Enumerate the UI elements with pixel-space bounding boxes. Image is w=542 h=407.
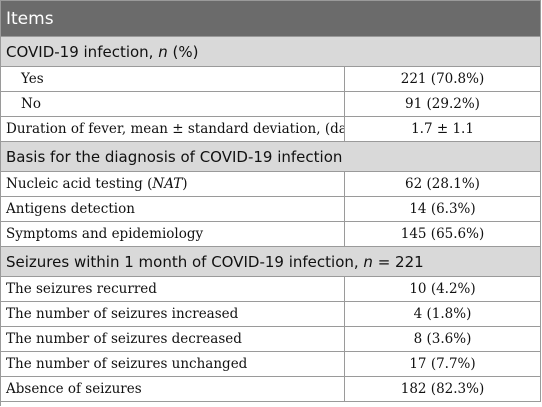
row-label: The number of seizures decreased — [1, 327, 345, 351]
table-row: Nucleic acid testing (NAT) 62 (28.1%) — [1, 172, 541, 197]
row-label: The number of seizures unchanged — [1, 352, 345, 376]
section-covid-infection: COVID-19 infection, n (%) — [1, 37, 541, 67]
row-value: 91 (29.2%) — [345, 92, 541, 116]
row-label: Absence of seizures — [1, 377, 345, 401]
row-label: Duration of fever, mean ± standard devia… — [1, 117, 345, 141]
row-value: 1.7 ± 1.1 — [345, 117, 541, 141]
row-value: 14 (6.3%) — [345, 197, 541, 221]
row-label: Symptoms and epidemiology — [1, 222, 345, 246]
table-row: The number of seizures decreased 8 (3.6%… — [1, 327, 541, 352]
row-value: 145 (65.6%) — [345, 222, 541, 246]
row-label: The number of seizures increased — [1, 302, 345, 326]
table-row: Yes 221 (70.8%) — [1, 67, 541, 92]
section-title-tail: (%) — [167, 43, 199, 61]
table-row: Duration of fever, mean ± standard devia… — [1, 117, 541, 142]
table-row: The number of seizures increased 4 (1.8%… — [1, 302, 541, 327]
table-row: Symptoms and epidemiology 145 (65.6%) — [1, 222, 541, 247]
row-value: 4 (1.8%) — [345, 302, 541, 326]
table-row: No 91 (29.2%) — [1, 92, 541, 117]
row-value: 182 (82.3%) — [345, 377, 541, 401]
section-seizures: Seizures within 1 month of COVID-19 infe… — [1, 247, 541, 277]
row-label: Yes — [1, 67, 345, 91]
section-title-italic: n — [363, 253, 373, 271]
section-title: Seizures within 1 month of COVID-19 infe… — [6, 253, 364, 271]
section-diagnosis-basis: Basis for the diagnosis of COVID-19 infe… — [1, 142, 541, 172]
row-label: Antigens detection — [1, 197, 345, 221]
row-label: The seizures recurred — [1, 277, 345, 301]
row-value: 221 (70.8%) — [345, 67, 541, 91]
table-row: The seizures recurred 10 (4.2%) — [1, 277, 541, 302]
section-title: Basis for the diagnosis of COVID-19 infe… — [6, 148, 343, 166]
table-header: Items — [1, 1, 541, 37]
table-row: The number of seizures unchanged 17 (7.7… — [1, 352, 541, 377]
row-label: Nucleic acid testing (NAT) — [1, 172, 345, 196]
row-value: 17 (7.7%) — [345, 352, 541, 376]
row-value: 62 (28.1%) — [345, 172, 541, 196]
section-title-italic: n — [158, 43, 168, 61]
row-label-italic: NAT — [152, 176, 183, 192]
row-label-main: Nucleic acid testing ( — [6, 176, 153, 192]
row-label-tail: ) — [182, 176, 188, 192]
table-row: Absence of seizures 182 (82.3%) — [1, 377, 541, 402]
header-title: Items — [6, 9, 54, 29]
row-value: 10 (4.2%) — [345, 277, 541, 301]
table-row: Antigens detection 14 (6.3%) — [1, 197, 541, 222]
row-label: No — [1, 92, 345, 116]
section-title-tail: = 221 — [372, 253, 424, 271]
row-value: 8 (3.6%) — [345, 327, 541, 351]
section-title: COVID-19 infection, — [6, 43, 159, 61]
